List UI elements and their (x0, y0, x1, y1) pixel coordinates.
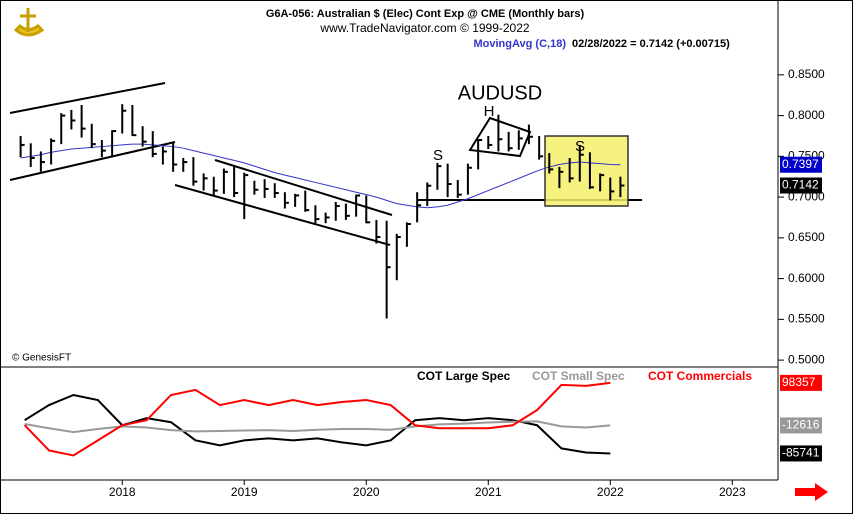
annotation: H (484, 103, 495, 120)
value-tag-bg (780, 156, 822, 173)
value-tag-bg (780, 374, 822, 391)
y-tick-label: 0.5500 (788, 312, 825, 326)
y-tick-label: 0.6000 (788, 271, 825, 285)
chart-title: G6A-056: Australian $ (Elec) Cont Exp @ … (266, 8, 585, 20)
x-tick-label: 2020 (353, 485, 380, 499)
y-tick-label: 0.8500 (788, 67, 825, 81)
value-tag: 0.7397 (782, 157, 819, 171)
scroll-arrow[interactable] (795, 483, 828, 501)
logo (13, 8, 45, 37)
y-tick-label: 0.5000 (788, 352, 825, 366)
credit: © GenesisFT (12, 353, 71, 364)
study-label: MovingAvg (C,18) (474, 38, 567, 50)
cot-line (23, 381, 611, 457)
annotation: AUDUSD (458, 82, 542, 104)
value-tag-bg (780, 177, 822, 194)
value-tag: -85741 (782, 446, 820, 460)
value-tag-bg (780, 445, 822, 462)
y-tick-label: 0.6500 (788, 230, 825, 244)
x-tick-label: 2023 (719, 485, 746, 499)
highlight-box (544, 135, 629, 207)
x-tick-label: 2021 (475, 485, 502, 499)
x-tick-label: 2019 (231, 485, 258, 499)
value-tag-bg (780, 417, 822, 434)
value-tag: -12616 (782, 418, 820, 432)
moving-average (20, 143, 621, 209)
y-tick-label: 0.8000 (788, 108, 825, 122)
legend-entry: COT Small Spec (532, 369, 625, 383)
x-tick-label: 2018 (109, 485, 136, 499)
trend-lines (9, 82, 642, 246)
legend-entry: COT Commercials (648, 369, 752, 383)
value-tag: 0.7142 (782, 178, 819, 192)
value-tag: 98357 (782, 375, 816, 389)
annotation: S (433, 147, 443, 164)
x-tick-label: 2022 (597, 485, 624, 499)
last-quote: 02/28/2022 = 0.7142 (+0.00715) (572, 38, 730, 50)
legend-entry: COT Large Spec (417, 369, 511, 383)
chart-subtitle: www.TradeNavigator.com © 1999-2022 (319, 21, 529, 35)
